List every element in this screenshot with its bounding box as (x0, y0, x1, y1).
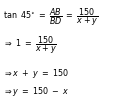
Text: $\Rightarrow x\ +\ y\ =\ 150$: $\Rightarrow x\ +\ y\ =\ 150$ (3, 66, 69, 80)
Text: $\Rightarrow\ 1\ =\ \dfrac{150}{x+y}$: $\Rightarrow\ 1\ =\ \dfrac{150}{x+y}$ (3, 34, 57, 56)
Text: $\Rightarrow y\ =\ 150\ -\ x$: $\Rightarrow y\ =\ 150\ -\ x$ (3, 86, 69, 98)
Text: $\tan\ 45^{\circ}\ =\ \dfrac{AB}{BD}\ =\ \dfrac{150}{x+y}$: $\tan\ 45^{\circ}\ =\ \dfrac{AB}{BD}\ =\… (3, 6, 98, 28)
